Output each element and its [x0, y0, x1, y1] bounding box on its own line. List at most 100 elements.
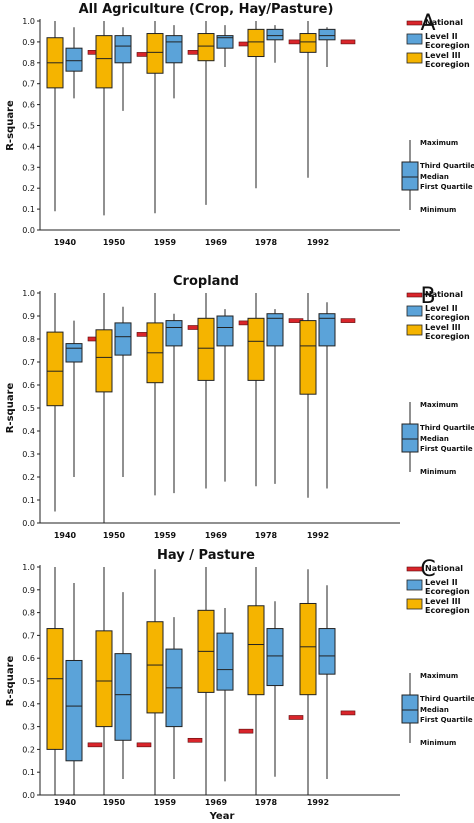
key-box	[401, 161, 419, 191]
y-tick-label: 0.6	[22, 381, 35, 390]
box-iqr	[216, 35, 234, 49]
legend-level3-label: Level III	[425, 323, 461, 332]
x-tick-label: 1950	[103, 798, 126, 807]
legend-level3-label: Level III	[425, 51, 461, 60]
legend-national-label: National	[425, 290, 463, 299]
y-tick-label: 0.5	[22, 122, 35, 131]
y-tick-label: 0.1	[22, 768, 35, 777]
level2-box	[216, 608, 234, 782]
chart-title: Hay / Pasture	[157, 548, 255, 563]
level3-box	[46, 21, 64, 212]
key-median-label: Median	[420, 435, 449, 443]
box-iqr	[197, 33, 215, 62]
chart-panel-b: Cropland B R-square 0.0 0.1 0.2 0.3 0.4 0.5 0.6 0.…	[5, 274, 474, 540]
box-iqr	[114, 322, 132, 356]
box-iqr	[266, 628, 284, 687]
level3-box	[247, 567, 265, 795]
key-maximum: Maximum	[420, 672, 458, 680]
box-iqr	[247, 317, 265, 381]
legend-level3-swatch	[406, 598, 423, 610]
national-marker	[340, 318, 356, 323]
legend-level2-label: Ecoregion	[425, 41, 470, 50]
x-tick-label: 1940	[54, 798, 77, 807]
x-tick-label: 1992	[307, 531, 329, 540]
national-marker	[340, 710, 356, 716]
legend-national-label: National	[425, 18, 463, 27]
level3-box	[299, 21, 317, 178]
x-tick-label: 1978	[255, 238, 278, 247]
box-iqr	[114, 35, 132, 64]
level3-box	[46, 293, 64, 512]
panel-letter: A	[420, 11, 435, 36]
x-tick-label: 1959	[154, 531, 177, 540]
legend-level3-label: Ecoregion	[425, 606, 470, 615]
y-tick-label: 0.1	[22, 496, 35, 505]
legend-level2-label: Level II	[425, 32, 458, 41]
y-tick-label: 1.0	[22, 563, 35, 572]
x-tick-label: 1940	[54, 531, 77, 540]
x-tick-label: 1978	[255, 531, 278, 540]
level2-box	[114, 27, 132, 111]
level2-box	[114, 592, 132, 780]
legend-level3-label: Level III	[425, 597, 461, 606]
y-tick-label: 0.8	[22, 335, 35, 344]
level3-box	[95, 21, 113, 216]
national-marker	[288, 715, 304, 720]
level2-box	[165, 313, 183, 494]
box-iqr	[146, 621, 164, 714]
y-tick-label: 0.4	[22, 427, 35, 436]
level2-box	[318, 302, 336, 489]
box-iqr	[65, 47, 83, 72]
level2-box	[216, 309, 234, 482]
y-tick-label: 0.2	[22, 473, 35, 482]
y-tick-label: 0.0	[22, 791, 35, 800]
y-tick-label: 0.6	[22, 654, 35, 663]
box-iqr	[247, 605, 265, 696]
y-tick-label: 0.9	[22, 312, 35, 321]
box-iqr	[318, 313, 336, 347]
level3-box	[146, 21, 164, 214]
y-tick-label: 0.3	[22, 450, 35, 459]
key-minimum: Minimum	[420, 739, 456, 747]
level3-box	[146, 293, 164, 496]
box-iqr	[95, 35, 113, 89]
legend-level2-swatch	[406, 33, 423, 45]
legend-level3-label: Ecoregion	[425, 60, 470, 69]
y-tick-label: 0.7	[22, 358, 35, 367]
y-tick-label: 0.0	[22, 226, 35, 235]
chart-title: All Agriculture (Crop, Hay/Pasture)	[79, 2, 334, 17]
level2-box	[114, 306, 132, 477]
level2-box	[165, 25, 183, 99]
box-iqr	[299, 602, 317, 696]
y-axis-label: R-square	[5, 383, 16, 434]
key-median-label: Median	[420, 706, 449, 714]
box-iqr	[165, 35, 183, 64]
box-iqr	[46, 331, 64, 407]
national-marker	[136, 742, 152, 748]
y-tick-label: 0.4	[22, 142, 35, 151]
box-iqr	[318, 28, 336, 41]
key-median-label: Median	[420, 173, 449, 181]
y-tick-label: 0.5	[22, 677, 35, 686]
legend-national-swatch	[406, 20, 423, 26]
level2-box	[318, 27, 336, 67]
legend-level2-label: Ecoregion	[425, 587, 470, 596]
national-marker	[87, 742, 103, 748]
legend-level2-label: Level II	[425, 304, 458, 313]
y-tick-label: 0.7	[22, 631, 35, 640]
box-iqr	[65, 343, 83, 363]
national-marker	[238, 728, 254, 734]
level2-box	[216, 25, 234, 67]
x-tick-label: 1992	[307, 798, 329, 807]
panel-letter: C	[420, 557, 435, 582]
y-tick-label: 0.8	[22, 59, 35, 68]
y-tick-label: 0.4	[22, 700, 35, 709]
y-tick-label: 0.5	[22, 404, 35, 413]
y-tick-label: 0.1	[22, 205, 35, 214]
boxplot-key: Maximum Third Quartile Median First Quartil…	[401, 672, 474, 747]
legend-level2-swatch	[406, 305, 423, 317]
